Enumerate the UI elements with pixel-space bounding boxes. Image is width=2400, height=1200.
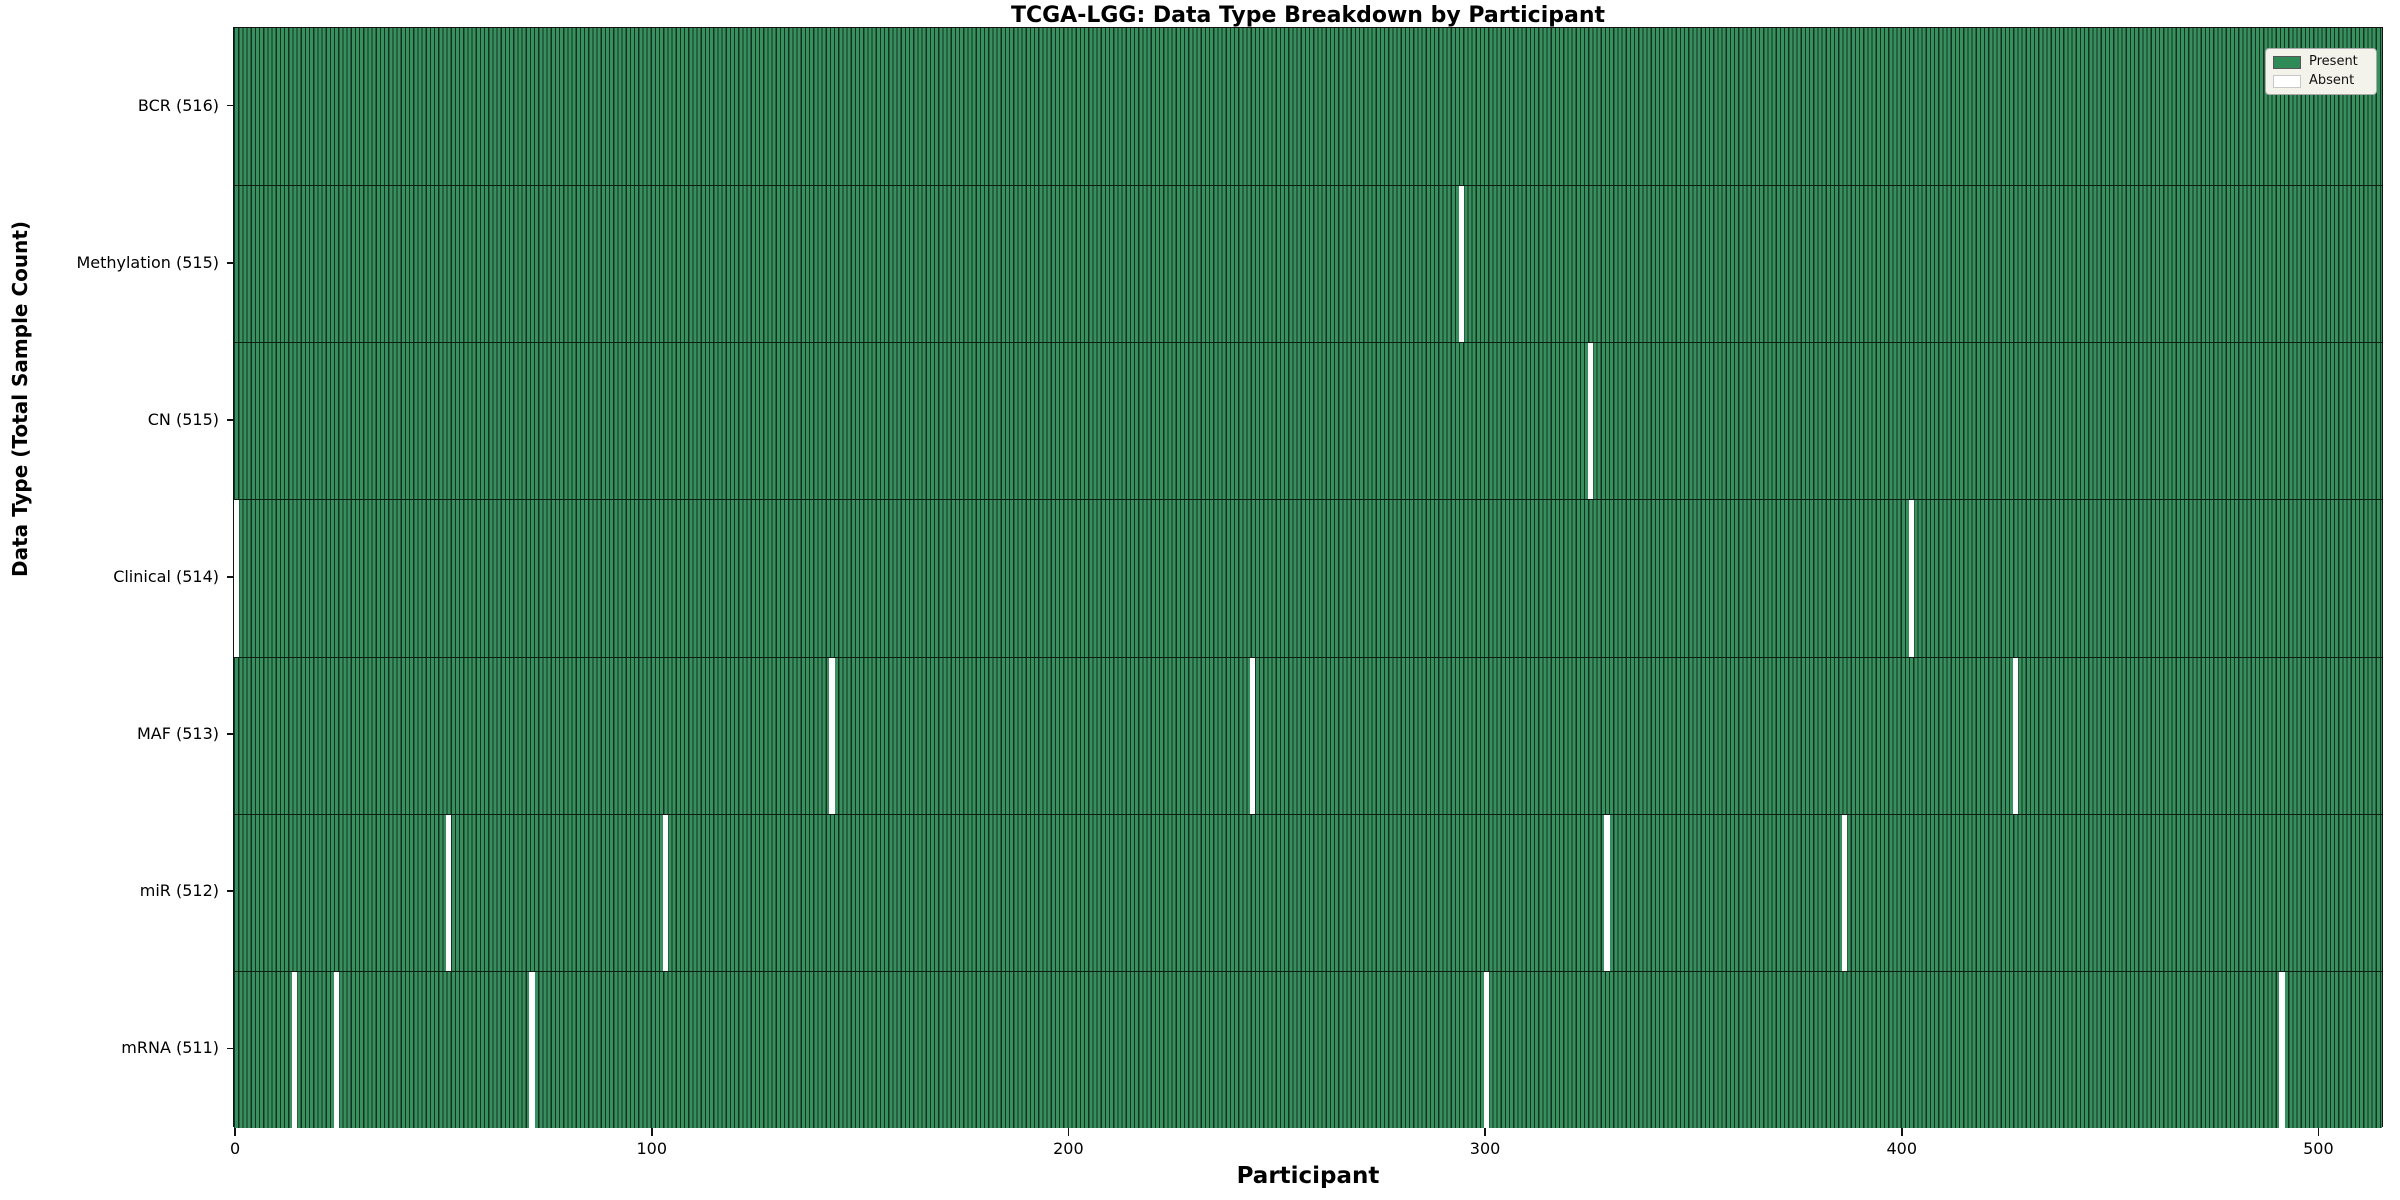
x-tick-label-300: 300 [1469,1139,1501,1158]
row-bcr [234,28,2382,186]
y-axis: BCR (516) Methylation (515) CN (515) Clinic… [0,27,233,1127]
y-tick-label-cn: CN (515) [147,409,219,429]
y-tick-label-bcr: BCR (516) [137,95,219,115]
y-tick-mark [227,733,233,735]
x-tick-mark [1484,1128,1486,1136]
y-tick-label-mrna: mRNA (511) [121,1038,219,1058]
absent-gap [1604,814,1610,971]
plot-area: Present Absent [233,27,2383,1128]
legend-label-present: Present [2309,54,2358,69]
absent-gap [234,500,240,657]
y-tick-label-clinical: Clinical (514) [113,567,219,586]
absent-gap [1250,657,1256,814]
x-tick-mark [1067,1128,1070,1136]
y-tick-label-methylation: Methylation (515) [76,252,219,272]
x-tick-label-200: 200 [1053,1139,1084,1158]
absent-gap [662,814,668,971]
absent-swatch-icon [2273,74,2301,88]
y-tick-mark [227,261,233,264]
absent-gap [1483,971,1489,1128]
row-cn [234,342,2382,500]
y-tick-mark [227,890,233,893]
row-methylation [234,185,2382,343]
absent-gap [829,657,835,814]
absent-gap [1458,186,1464,343]
y-tick-mark [227,576,233,578]
x-tick-label-500: 500 [2303,1139,2334,1158]
legend: Present Absent [2265,48,2377,95]
x-tick-label-400: 400 [1886,1139,1918,1158]
absent-gap [291,971,298,1128]
legend-entry-absent: Absent [2273,74,2368,88]
y-tick-label-mir: miR (512) [139,881,219,901]
y-tick-label-maf: MAF (513) [136,724,219,744]
chart-title: TCGA-LGG: Data Type Breakdown by Partici… [1010,3,1606,28]
x-axis: Participant 0 100 200 300 400 500 [230,1127,2383,1200]
absent-gap [529,971,535,1128]
x-tick-mark [2317,1128,2320,1136]
present-swatch-icon [2273,55,2301,69]
absent-gap [1587,343,1593,500]
row-mrna [234,970,2382,1128]
legend-label-absent: Absent [2309,73,2355,88]
y-tick-mark [227,104,233,107]
absent-gap [446,814,452,971]
absent-gap [1908,500,1914,657]
absent-gap [1841,814,1848,971]
x-tick-mark [650,1128,653,1136]
row-mir [234,813,2382,971]
absent-gap [2012,657,2018,814]
x-tick-mark [234,1128,236,1136]
x-tick-label-0: 0 [229,1139,241,1158]
row-clinical [234,499,2382,657]
absent-gap [2279,971,2285,1128]
x-tick-mark [1900,1128,1903,1136]
y-tick-mark [227,419,233,421]
legend-entry-present: Present [2273,55,2368,69]
y-tick-mark [227,1047,233,1050]
row-maf [234,656,2382,814]
absent-gap [333,971,339,1128]
x-tick-label-100: 100 [636,1139,668,1158]
x-axis-label: Participant [1236,1163,1380,1189]
